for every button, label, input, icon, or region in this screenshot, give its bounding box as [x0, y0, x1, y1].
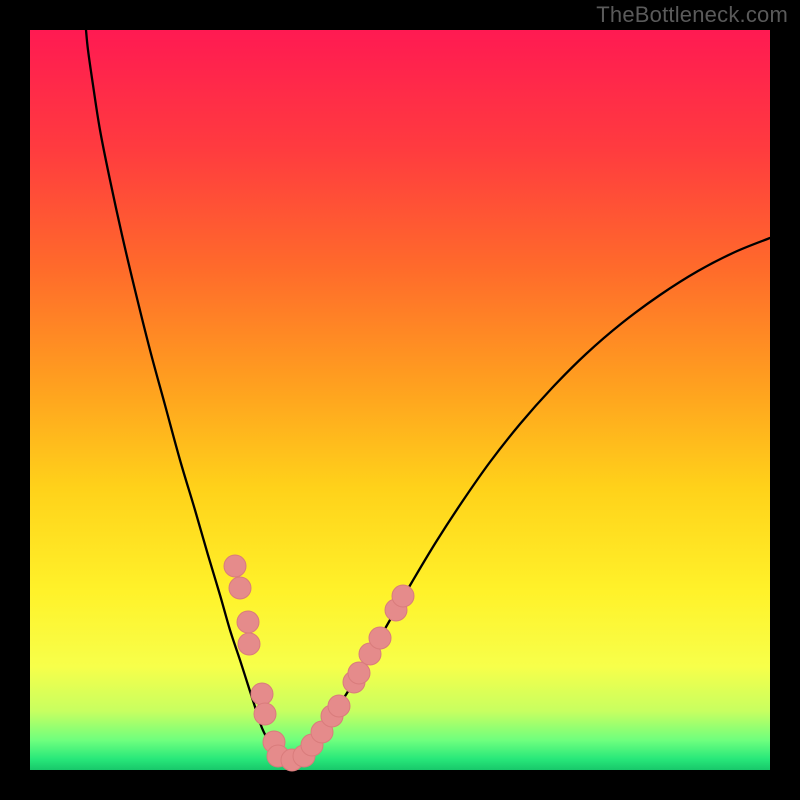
data-marker [237, 611, 259, 633]
data-marker [251, 683, 273, 705]
curve-overlay [30, 30, 770, 770]
data-marker [392, 585, 414, 607]
plot-area [30, 30, 770, 770]
data-marker [224, 555, 246, 577]
data-marker [229, 577, 251, 599]
data-marker [369, 627, 391, 649]
data-marker [328, 695, 350, 717]
data-marker [254, 703, 276, 725]
data-marker [238, 633, 260, 655]
data-marker [348, 662, 370, 684]
data-markers [224, 555, 414, 771]
watermark-text: TheBottleneck.com [596, 2, 788, 28]
